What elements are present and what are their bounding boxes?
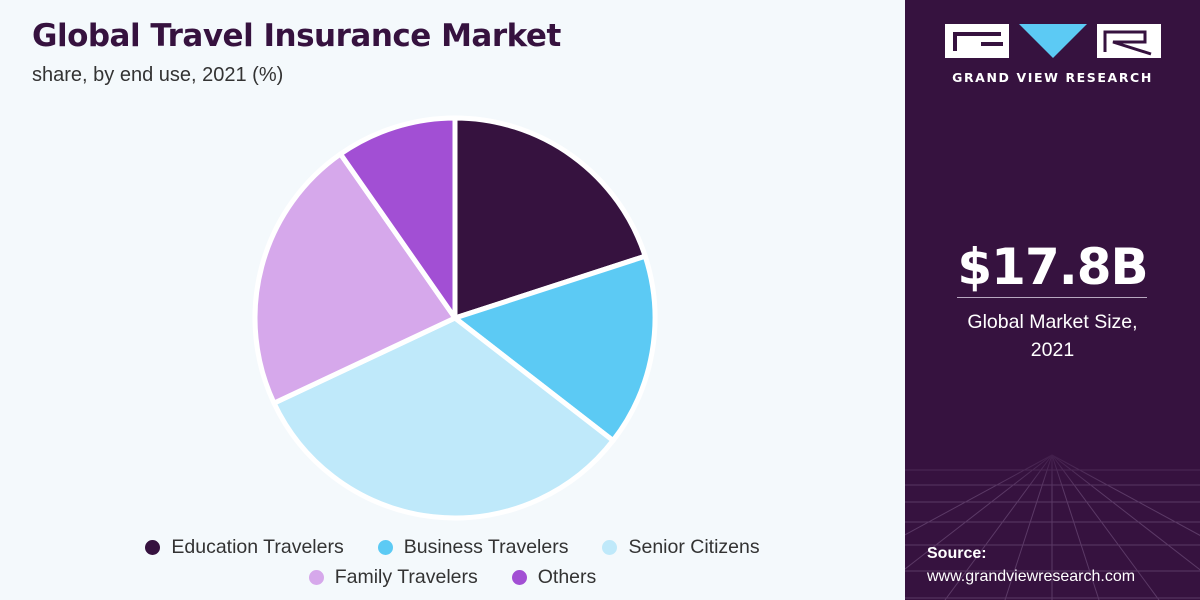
legend-swatch-senior-citizens (602, 539, 618, 555)
brand-name: GRAND VIEW RESEARCH (952, 70, 1153, 85)
legend-item-education-travelers: Education Travelers (145, 535, 344, 559)
info-sidebar: GRAND VIEW RESEARCH $17.8B Global Market… (905, 0, 1200, 600)
legend-label-business-travelers: Business Travelers (403, 535, 569, 558)
legend-swatch-family-travelers (308, 569, 324, 585)
market-size-caption: Global Market Size, 2021 (905, 308, 1200, 364)
pie-slice-business-travelers (452, 253, 658, 444)
market-size-caption-line2: 2021 (1030, 339, 1075, 361)
source-link[interactable]: www.grandviewresearch.com (927, 568, 1136, 585)
legend-swatch-education-travelers (145, 539, 161, 555)
legend-item-others: Others (511, 565, 597, 589)
legend-swatch-business-travelers (377, 539, 393, 555)
legend-label-family-travelers: Family Travelers (334, 565, 478, 588)
legend-label-education-travelers: Education Travelers (171, 535, 344, 558)
market-size-value: $17.8B (957, 238, 1148, 296)
chart-panel: Global Travel Insurance Market share, by… (0, 18, 905, 592)
pie-slice-others (338, 115, 458, 321)
legend-item-senior-citizens: Senior Citizens (602, 535, 760, 559)
chart-title: Global Travel Insurance Market (32, 18, 561, 54)
grid-background-graphic (905, 440, 1200, 600)
legend-label-senior-citizens: Senior Citizens (628, 535, 760, 558)
market-size-caption-line1: Global Market Size, (967, 311, 1138, 333)
divider (957, 297, 1147, 298)
gvr-logo (945, 24, 1161, 58)
legend-item-business-travelers: Business Travelers (377, 535, 569, 559)
chart-subtitle: share, by end use, 2021 (%) (32, 64, 284, 86)
legend-swatch-others (511, 569, 527, 585)
chart-legend: Education Travelers Business Travelers S… (0, 532, 905, 592)
pie-slice-education-travelers (452, 115, 648, 321)
pie-slice-senior-citizens (271, 315, 616, 521)
pie-slice-family-travelers (252, 151, 458, 406)
legend-row-2: Family Travelers Others (0, 562, 905, 592)
legend-label-others: Others (537, 565, 597, 588)
legend-item-family-travelers: Family Travelers (308, 565, 478, 589)
pie-chart (252, 115, 658, 521)
legend-row-1: Education Travelers Business Travelers S… (0, 532, 905, 562)
source-label: Source: (927, 545, 987, 562)
